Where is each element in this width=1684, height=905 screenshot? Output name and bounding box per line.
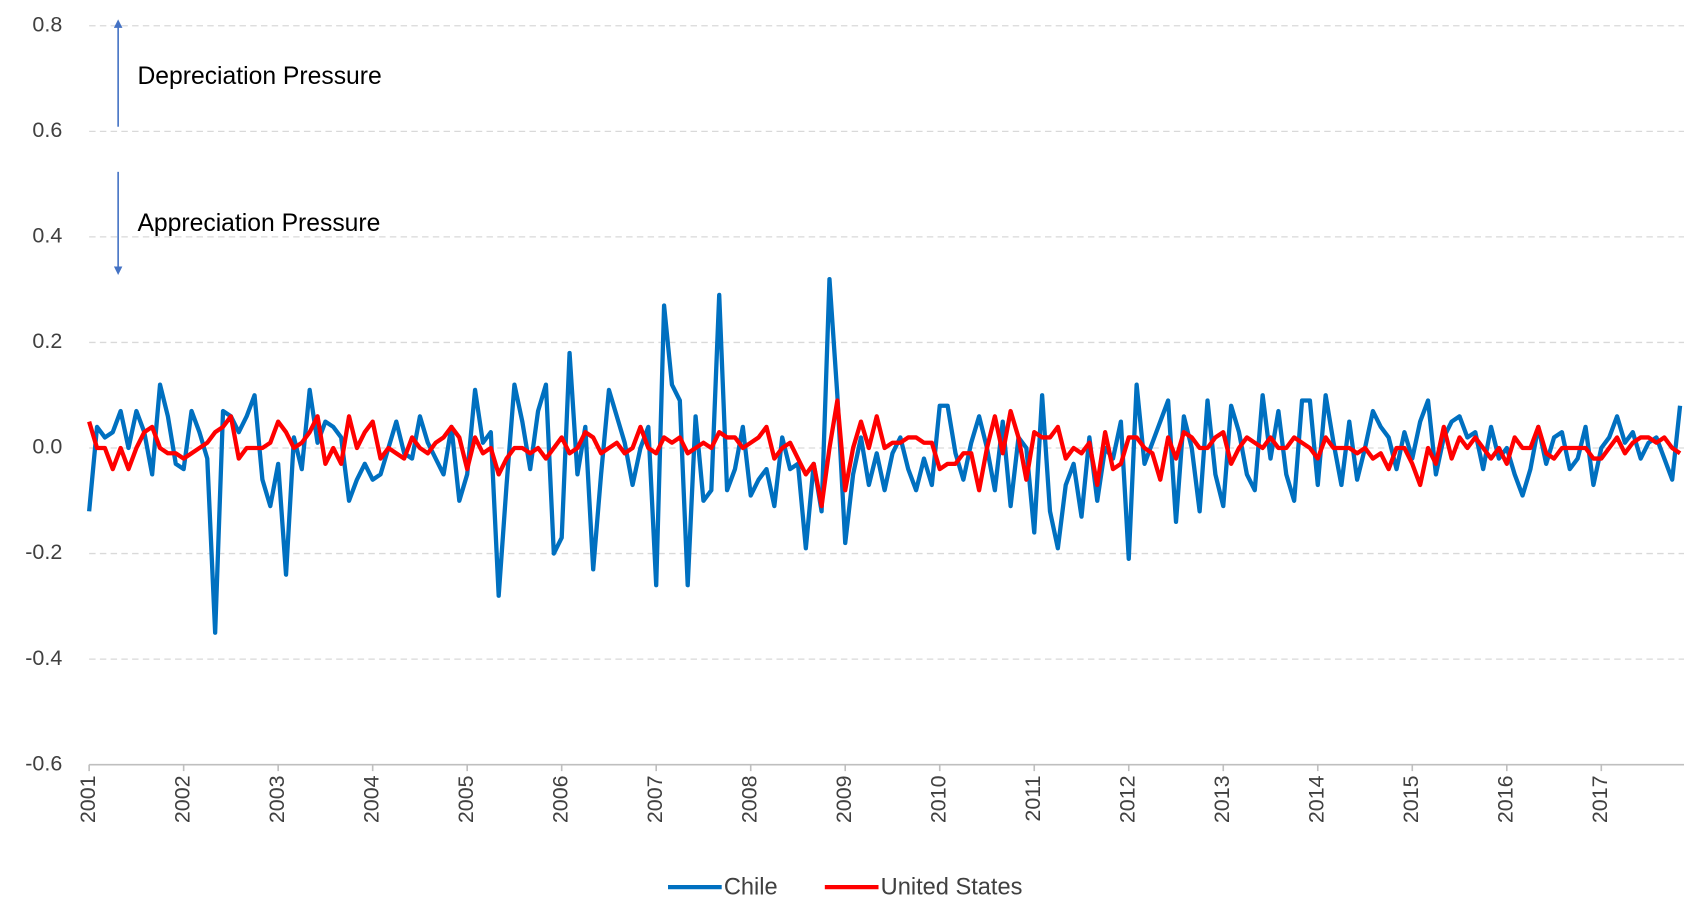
y-tick-label: 0.6 — [32, 118, 62, 142]
x-tick-label: 2001 — [76, 775, 100, 823]
x-tick-label: 2011 — [1021, 775, 1045, 821]
y-tick-label: 0.0 — [32, 435, 62, 459]
x-tick-label: 2016 — [1493, 775, 1517, 823]
x-tick-label: 2010 — [926, 775, 950, 823]
y-tick-label: 0.2 — [32, 329, 62, 353]
annotation: Depreciation Pressure — [137, 63, 381, 90]
y-tick-label: 0.4 — [32, 224, 62, 248]
x-tick-label: 2014 — [1304, 775, 1328, 823]
x-tick-label: 2017 — [1588, 775, 1612, 823]
x-tick-label: 2012 — [1115, 775, 1139, 823]
y-tick-label: -0.2 — [25, 540, 62, 564]
y-tick-label: -0.6 — [25, 751, 62, 775]
legend-label: Chile — [724, 874, 778, 900]
x-tick-label: 2006 — [548, 775, 572, 823]
x-tick-label: 2004 — [359, 775, 383, 823]
y-tick-label: 0.8 — [32, 12, 62, 36]
x-tick-label: 2008 — [737, 775, 761, 823]
x-tick-label: 2003 — [265, 775, 289, 823]
series-line — [87, 276, 1683, 635]
annotation: Appreciation Pressure — [137, 210, 380, 237]
x-tick-label: 2007 — [643, 775, 667, 823]
x-tick-label: 2002 — [170, 775, 194, 823]
legend-label: United States — [881, 874, 1023, 900]
x-tick-label: 2009 — [832, 775, 856, 823]
x-tick-label: 2013 — [1210, 775, 1234, 823]
x-tick-label: 2015 — [1399, 775, 1423, 823]
y-tick-label: -0.4 — [25, 646, 62, 670]
x-tick-label: 2005 — [454, 775, 478, 823]
series-line — [87, 398, 1682, 509]
